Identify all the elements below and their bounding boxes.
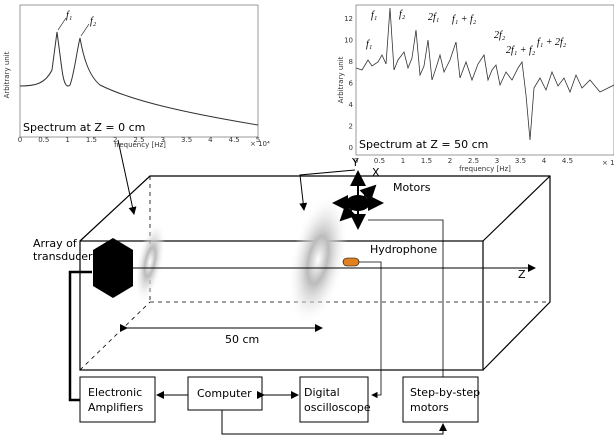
axis-label: X [372,166,380,179]
label: transducers [33,250,99,263]
y-label: Arbitrary unit [337,56,345,103]
x-tick-label: 3.5 [515,157,526,165]
x-tick-label: 1 [401,157,405,165]
peak: f₂ [90,16,97,27]
peak: f₁ + f₂ [452,14,477,25]
x-tick-label: 3 [495,157,499,165]
box-label: Electronic [88,386,142,399]
y-tick-label: 10 [344,37,353,45]
x-tick-label: 3.5 [181,136,192,144]
y-tick-label: 12 [344,15,353,23]
x-tick-label: 0 [18,136,22,144]
x-tick-label: 0.5 [38,136,49,144]
y-tick-label: 4 [349,101,354,109]
peak: 2f₁ [428,12,439,23]
label: Hydrophone [370,243,437,256]
y-tick-label: 8 [349,58,353,66]
peak: f₁ + 2f₂ [537,37,567,48]
x-tick-label: 2.5 [133,136,144,144]
x-tick-label: 0.5 [374,157,385,165]
x-tick-label: 1 [65,136,69,144]
figure: Arbitrary unit frequency [Hz] × 10⁴ 0 0.5… [0,0,614,439]
spectrum-label: Spectrum at Z = 0 cm [23,121,145,134]
x-tick-label: 2 [113,136,117,144]
peak: f₁ [366,39,372,50]
label: Array of [33,237,78,250]
x-tick-label: 4 [208,136,213,144]
label: Motors [393,181,431,194]
peak: f₂ [399,9,406,20]
x-tick-label: 1.5 [421,157,432,165]
box-label: Computer [197,387,252,400]
peak: f₁ [371,10,377,21]
x-tick-label: 4.5 [229,136,240,144]
right-spectrum: Arbitrary unit frequency [Hz] × 10⁴ 0 0.5… [337,5,614,173]
box-label: motors [410,401,449,414]
distance-label: 50 cm [225,333,259,346]
peak: f₁ [66,10,72,21]
x-tick-label: 2.5 [468,157,479,165]
peak: 2f₁ + f₂ [506,45,536,56]
axis-label: Z [518,268,526,281]
x-scale: × 10⁴ [602,159,614,167]
y-label: Arbitrary unit [3,51,11,98]
y-tick-label: 0 [349,144,353,152]
box-label: Step-by-step [410,386,480,399]
x-tick-label: 3 [161,136,165,144]
x-tick-label: 5 [256,136,260,144]
box-label: oscilloscope [304,401,371,414]
x-label: frequency [Hz] [459,165,511,173]
x-tick-label: 1.5 [86,136,97,144]
spectrum-label: Spectrum at Z = 50 cm [359,138,488,151]
x-tick-label: 4 [542,157,547,165]
x-tick-label: 2 [448,157,452,165]
box-label: Amplifiers [88,401,144,414]
axis-label: Y [351,156,359,169]
y-tick-label: 2 [349,123,353,131]
x-tick-label: 4.5 [562,157,573,165]
peak: 2f₂ [494,30,506,41]
y-tick-label: 6 [349,80,354,88]
box-label: Digital [304,386,340,399]
